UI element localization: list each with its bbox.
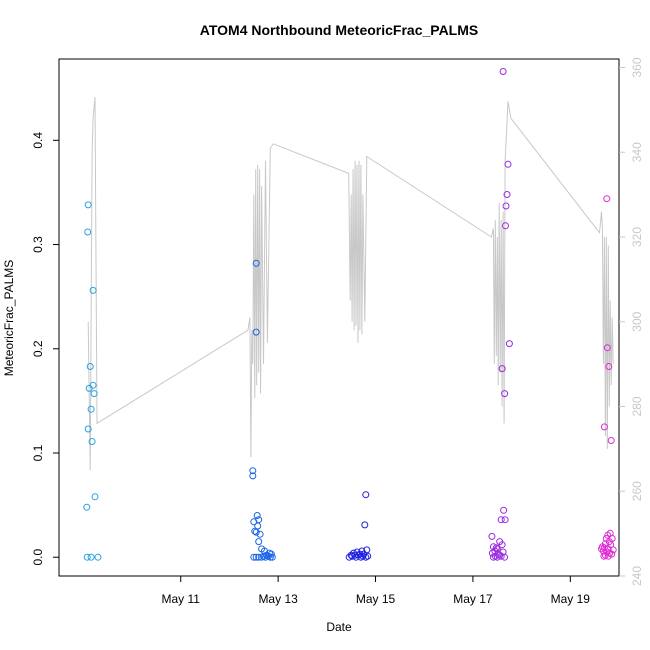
data-point — [503, 191, 511, 198]
data-point — [497, 552, 505, 560]
data-point — [84, 228, 92, 236]
data-point — [91, 493, 99, 501]
data-point — [501, 390, 509, 398]
data-point — [89, 286, 97, 294]
right-y-tick-label: 360 — [630, 57, 644, 77]
y-tick-label: 0.0 — [31, 549, 45, 566]
data-point — [252, 553, 260, 561]
data-point — [254, 522, 262, 530]
data-point — [362, 491, 370, 499]
data-point — [253, 512, 261, 519]
data-point — [88, 438, 96, 445]
data-point — [489, 553, 497, 561]
data-point — [607, 437, 615, 444]
data-point — [83, 503, 91, 511]
data-point — [499, 68, 507, 75]
data-point — [493, 553, 501, 561]
x-tick-label: May 11 — [162, 592, 201, 606]
data-point — [249, 467, 257, 475]
data-point — [502, 202, 510, 210]
plot-frame — [58, 58, 620, 577]
right-y-tick-label: 300 — [630, 311, 644, 331]
data-point — [252, 259, 260, 267]
data-points-group — [83, 68, 617, 561]
x-tick-label: May 15 — [356, 592, 396, 606]
data-point — [90, 390, 98, 398]
y-tick-label: 0.1 — [31, 444, 45, 461]
data-point — [504, 160, 512, 168]
data-point — [87, 405, 95, 413]
data-point — [603, 195, 611, 203]
data-point — [84, 425, 92, 433]
data-point — [250, 518, 258, 526]
right-y-tick-label: 340 — [630, 142, 644, 162]
data-point — [345, 553, 353, 561]
right-y-tick-label: 280 — [630, 396, 644, 416]
right-y-tick-label: 240 — [630, 566, 644, 586]
x-axis-label: Date — [326, 620, 352, 634]
data-point — [252, 528, 260, 536]
data-point — [255, 553, 263, 561]
data-point — [603, 344, 611, 352]
data-point — [87, 553, 95, 561]
data-point — [498, 541, 506, 549]
right-y-tick-label: 320 — [630, 227, 644, 247]
data-point — [488, 532, 496, 540]
data-point — [357, 553, 365, 561]
x-axis: May 11 May 13 May 15 May 17 May 19 — [162, 576, 591, 606]
data-point — [86, 363, 94, 370]
data-point — [600, 423, 608, 431]
data-point — [262, 553, 269, 561]
x-tick-label: May 19 — [551, 592, 591, 606]
data-point — [605, 363, 613, 370]
chart-title: ATOM4 Northbound MeteoricFrac_PALMS — [200, 22, 478, 38]
data-point — [94, 553, 102, 561]
data-point — [599, 547, 607, 555]
data-point — [501, 553, 509, 561]
data-point — [364, 552, 372, 560]
data-point — [268, 553, 276, 561]
data-point — [601, 551, 609, 559]
y-tick-label: 0.3 — [31, 236, 45, 253]
y-axis-right: 240 260 280 300 320 340 360 — [619, 57, 644, 586]
data-point — [600, 552, 608, 560]
data-point — [505, 340, 513, 348]
data-point — [604, 552, 612, 560]
data-point — [252, 328, 260, 336]
data-point — [89, 381, 97, 389]
data-point — [348, 552, 356, 560]
data-point — [500, 506, 508, 514]
x-tick-label: May 17 — [453, 592, 493, 606]
data-point — [83, 553, 91, 561]
data-point — [598, 545, 605, 553]
y-tick-label: 0.4 — [31, 132, 45, 149]
right-y-tick-label: 260 — [630, 481, 644, 501]
right-series-line-group — [87, 97, 614, 471]
data-point — [255, 538, 263, 546]
right-series-line — [87, 97, 614, 471]
data-point — [266, 553, 274, 561]
x-tick-label: May 13 — [258, 592, 298, 606]
data-point — [251, 527, 259, 535]
data-point — [498, 365, 506, 373]
data-point — [84, 201, 92, 209]
data-point — [502, 222, 509, 230]
data-point — [258, 553, 266, 561]
y-tick-label: 0.2 — [31, 340, 45, 357]
data-point — [249, 472, 257, 480]
data-point — [352, 553, 360, 561]
y-axis: 0.0 0.1 0.2 0.3 0.4 — [31, 132, 59, 566]
data-point — [361, 521, 369, 529]
data-point — [497, 516, 505, 524]
data-point — [250, 553, 258, 561]
y-axis-label: MeteoricFrac_PALMS — [2, 260, 16, 376]
data-point — [256, 530, 264, 538]
data-point — [501, 516, 509, 524]
